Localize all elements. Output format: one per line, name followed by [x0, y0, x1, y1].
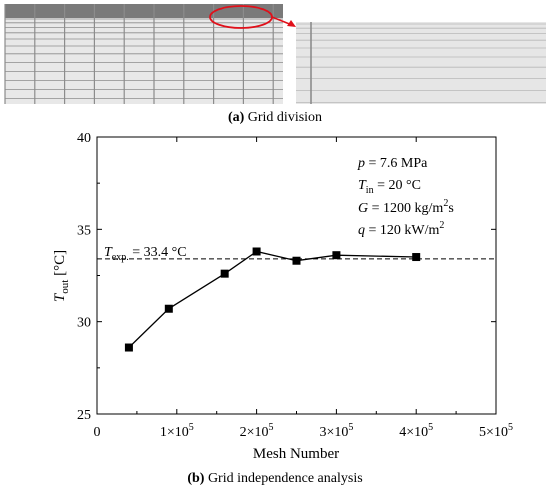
panel-b-caption: (b) Grid independence analysis — [187, 471, 362, 486]
mesh-overview-lines — [4, 4, 283, 104]
x-tick-label: 0 — [94, 425, 101, 440]
param-mass-flux: G = 1200 kg/m2s — [358, 198, 454, 216]
x-tick-label: 1×105 — [160, 422, 194, 440]
param-heat-flux: q = 120 kW/m2 — [358, 220, 444, 238]
mesh-overview-image — [4, 4, 283, 104]
y-tick-label: 35 — [77, 223, 91, 238]
data-point-marker — [220, 269, 229, 278]
zoom-arrow-head-icon — [287, 20, 296, 27]
y-tick-label: 30 — [77, 316, 91, 331]
y-axis-ticks: 25 30 35 40 — [77, 131, 496, 423]
x-tick-label: 5×105 — [479, 422, 513, 440]
x-axis-label: Mesh Number — [253, 446, 339, 462]
data-point-marker — [124, 343, 133, 352]
data-point-marker — [292, 256, 301, 265]
y-axis-label: Tout [°C] — [52, 250, 71, 302]
x-tick-label: 4×105 — [399, 422, 433, 440]
panel-a: (a) Grid division — [4, 4, 546, 125]
panel-b-chart: 25 30 35 40 0 1×105 2×105 3×105 4×105 5×105 Texp… — [52, 131, 513, 486]
mesh-zoom-lines — [296, 23, 546, 103]
y-tick-label: 40 — [77, 131, 91, 146]
x-tick-label: 3×105 — [319, 422, 353, 440]
x-tick-label: 2×105 — [240, 422, 274, 440]
series-line — [128, 250, 417, 348]
data-point-marker — [412, 253, 421, 262]
data-point-marker — [252, 247, 261, 256]
mesh-zoom-image — [296, 22, 546, 104]
plot-area-frame — [96, 136, 497, 415]
x-axis-ticks: 0 1×105 2×105 3×105 4×105 5×105 — [94, 137, 513, 440]
mesh-zoom-background — [296, 22, 546, 104]
data-point-marker — [332, 251, 341, 260]
parameter-annotations: p = 7.6 MPa Tin = 20 °C G = 1200 kg/m2s … — [357, 156, 454, 238]
param-inlet-temperature: Tin = 20 °C — [358, 178, 421, 196]
data-point-marker — [164, 304, 173, 313]
y-tick-label: 25 — [77, 408, 91, 423]
series-t-out — [124, 247, 421, 352]
panel-a-caption: (a) Grid division — [228, 110, 322, 125]
reference-label: Texp. = 33.4 °C — [104, 245, 187, 263]
param-pressure: p = 7.6 MPa — [357, 156, 428, 171]
